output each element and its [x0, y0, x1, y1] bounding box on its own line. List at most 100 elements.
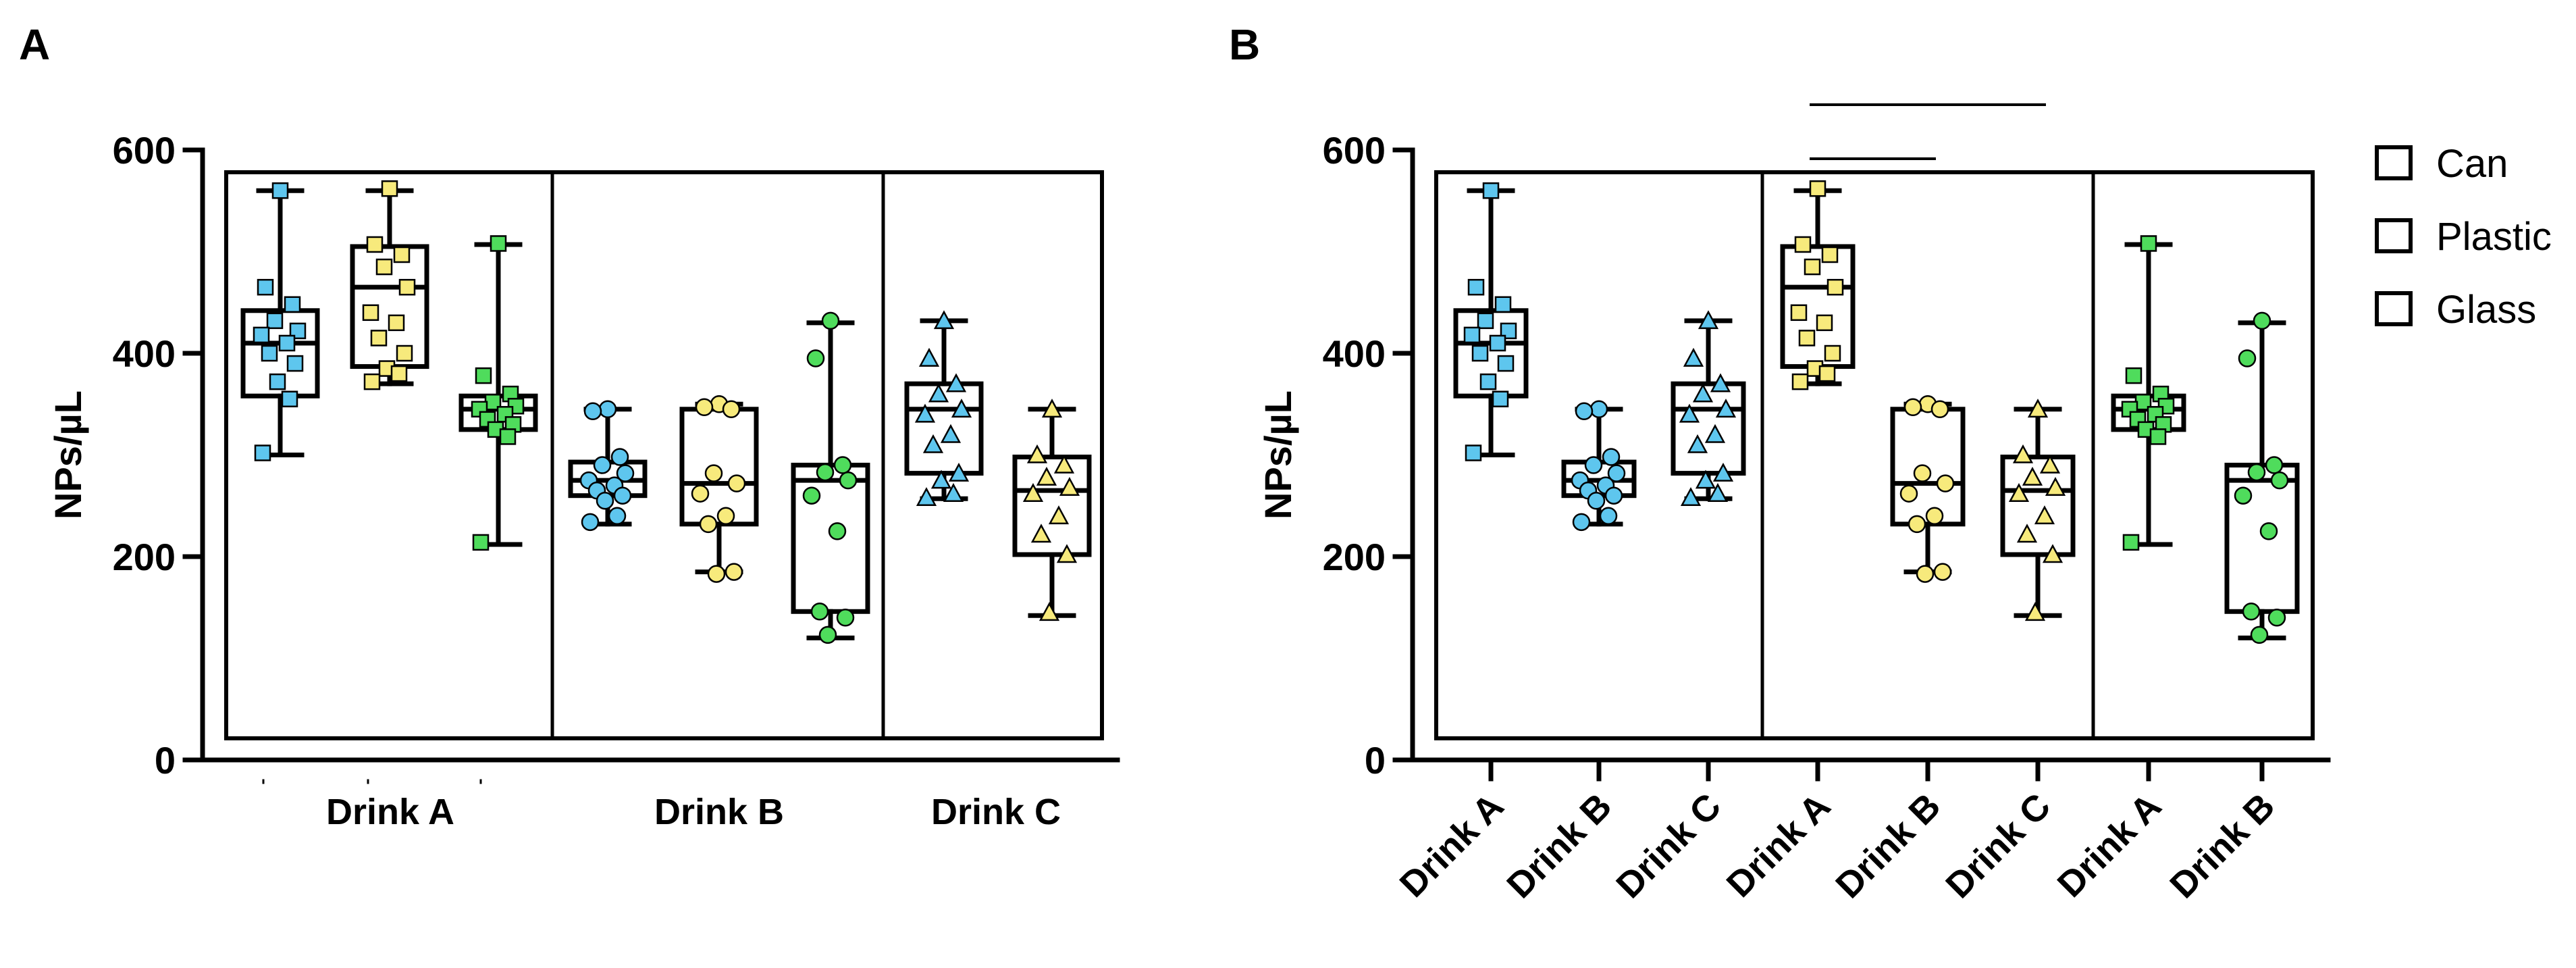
- data-point: [1794, 236, 1812, 253]
- data-point: [930, 469, 952, 489]
- data-point: [616, 464, 635, 482]
- y-tick-label-200: 200: [113, 536, 176, 578]
- data-point: [918, 347, 940, 367]
- y-tick-label-400: 400: [1323, 332, 1386, 375]
- data-point: [2242, 603, 2261, 621]
- box-6: [2111, 235, 2186, 551]
- panel-b-label: B: [1229, 20, 1260, 69]
- data-point: [1899, 484, 1918, 503]
- plot-frame: [224, 170, 1104, 740]
- data-point: [933, 310, 955, 330]
- box-5: [791, 311, 870, 644]
- data-point: [2125, 367, 2143, 384]
- data-point: [2234, 486, 2253, 505]
- data-point: [1030, 524, 1052, 543]
- data-point: [253, 326, 270, 344]
- legend-label-plastic: Plastic: [2436, 215, 2552, 259]
- data-point: [1463, 326, 1481, 344]
- x-category-label-4: Drink B: [1828, 786, 1948, 906]
- data-point: [1589, 400, 1608, 419]
- data-point: [1824, 345, 1841, 362]
- data-point: [1607, 464, 1626, 482]
- box-iqr: [2224, 463, 2300, 614]
- data-point: [1026, 444, 1048, 463]
- data-point: [1465, 444, 1482, 461]
- data-point: [1818, 365, 1836, 382]
- data-point: [1698, 310, 1719, 330]
- data-point: [1816, 314, 1833, 332]
- data-point: [2253, 311, 2271, 330]
- data-point: [1933, 563, 1952, 581]
- data-point: [1936, 474, 1955, 492]
- data-point: [2265, 456, 2284, 474]
- box-4: [1890, 395, 1966, 583]
- data-point: [284, 296, 301, 313]
- data-point: [1575, 402, 1594, 421]
- data-point: [254, 444, 271, 461]
- legend-item-can: Can: [2375, 142, 2508, 186]
- box-1: [350, 180, 429, 390]
- box-1: [1561, 400, 1637, 532]
- x-group-label-1: Drink B: [654, 792, 784, 832]
- data-point: [943, 483, 964, 502]
- data-point: [390, 365, 408, 382]
- data-point: [289, 322, 307, 340]
- x-category-label-7: Drink B: [2162, 786, 2282, 906]
- data-point: [1497, 355, 1515, 372]
- data-point: [583, 402, 602, 421]
- data-point: [691, 484, 710, 503]
- data-point: [393, 246, 411, 263]
- data-point: [916, 487, 937, 507]
- data-point: [2027, 399, 2049, 418]
- legend-swatch-plastic: [2375, 218, 2413, 253]
- data-point: [945, 373, 967, 392]
- data-point: [1683, 347, 1704, 367]
- data-point: [695, 398, 714, 417]
- data-point: [707, 565, 726, 583]
- data-point: [271, 182, 289, 199]
- box-3: [1780, 180, 1856, 390]
- data-point: [1477, 312, 1494, 330]
- data-point: [802, 486, 821, 505]
- data-point: [261, 345, 278, 362]
- y-tick-label-0: 0: [1365, 739, 1386, 782]
- data-point: [839, 471, 858, 490]
- box-3: [568, 400, 648, 532]
- data-point: [1804, 258, 1821, 276]
- box-5: [2000, 399, 2076, 621]
- x-category-label-0: Drink A: [1392, 786, 1512, 905]
- data-point: [2045, 477, 2066, 496]
- box-iqr: [1453, 308, 1529, 399]
- data-point: [2238, 349, 2257, 367]
- y-tick-label-0: 0: [155, 739, 176, 782]
- box-iqr: [791, 463, 870, 614]
- y-tick-label-600: 600: [1323, 129, 1386, 172]
- x-category-label-1: Drink B: [1499, 786, 1619, 906]
- data-point: [836, 609, 855, 627]
- x-category-label-3: Drink A: [1719, 786, 1839, 905]
- data-point: [363, 373, 381, 390]
- data-point: [725, 563, 743, 581]
- data-point: [1584, 456, 1603, 474]
- data-point: [598, 400, 617, 419]
- box-0: [240, 182, 320, 461]
- data-point: [1479, 373, 1497, 390]
- data-point: [1687, 434, 1708, 453]
- data-point: [699, 515, 718, 534]
- data-point: [722, 400, 741, 419]
- legend-item-plastic: Plastic: [2375, 215, 2552, 259]
- data-point: [2267, 609, 2286, 627]
- box-iqr: [904, 381, 984, 476]
- data-point: [596, 491, 614, 510]
- box-6: [904, 310, 984, 507]
- y-axis-title: NPs/µL: [1257, 390, 1299, 519]
- data-point: [1602, 448, 1621, 466]
- data-point: [2259, 522, 2278, 540]
- box-iqr: [2000, 455, 2076, 557]
- data-point: [1482, 182, 1500, 199]
- data-point: [806, 349, 825, 367]
- data-point: [1587, 491, 1606, 510]
- x-category-label-6: Drink A: [2050, 786, 2170, 905]
- data-point: [818, 626, 837, 644]
